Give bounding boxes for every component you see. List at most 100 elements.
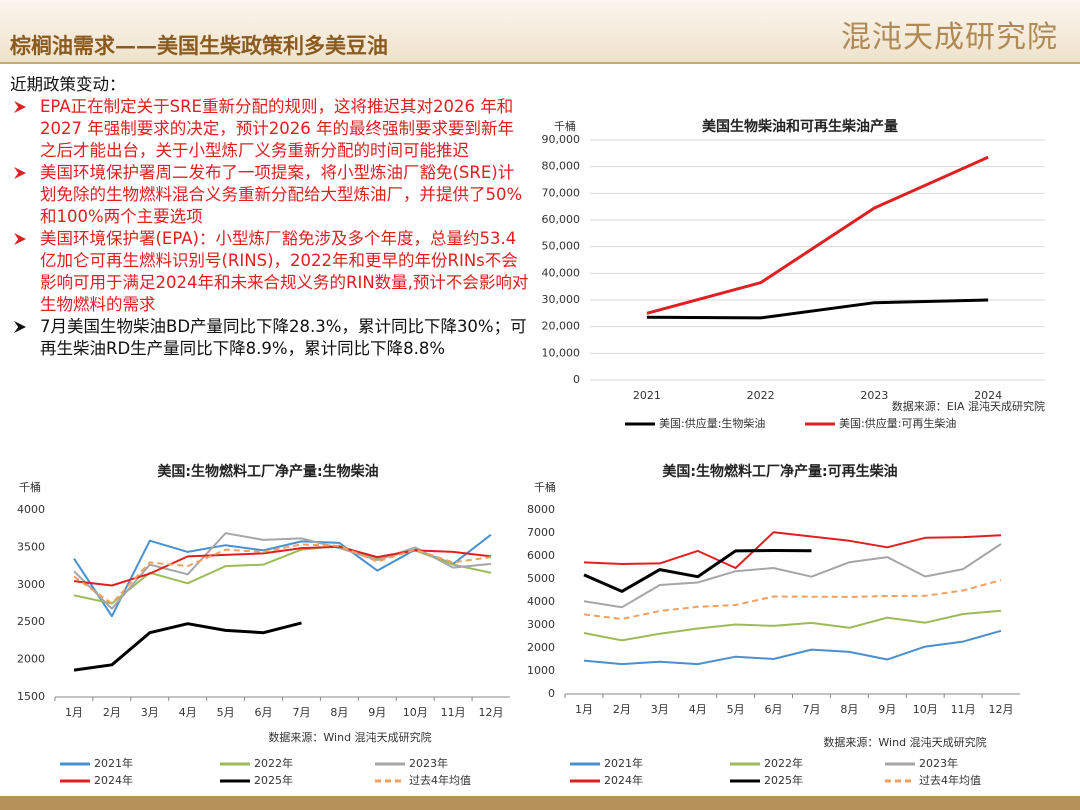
y-tick-label: 50,000 — [542, 240, 581, 253]
policy-text: 近期政策变动： EPA正在制定关于SRE重新分配的规则，这将推迟其对2026 年… — [10, 74, 530, 360]
legend-label: 2024年 — [604, 773, 643, 787]
y-tick-label: 3500 — [17, 540, 45, 553]
legend-label: 2023年 — [409, 756, 448, 770]
x-tick-label: 3月 — [651, 703, 669, 716]
y-tick-label: 70,000 — [542, 186, 581, 199]
series-line — [583, 629, 1002, 666]
x-tick-label: 2月 — [613, 703, 631, 716]
x-tick-label: 11月 — [441, 706, 466, 719]
bullet: 美国环境保护署周二发布了一项提案，将小型炼油厂豁免(SRE)计划免除的生物燃料混… — [10, 162, 530, 228]
x-tick-label: 8月 — [330, 706, 348, 719]
unit-label: 千桶 — [19, 480, 41, 494]
legend-label: 2021年 — [94, 756, 133, 770]
y-tick-label: 10,000 — [542, 346, 581, 359]
x-tick-label: 2月 — [103, 706, 121, 719]
y-tick-label: 60,000 — [542, 213, 581, 226]
y-tick-label: 0 — [573, 373, 580, 386]
x-tick-label: 5月 — [217, 706, 235, 719]
series-line — [646, 155, 989, 315]
y-tick-label: 0 — [548, 687, 555, 700]
series-line — [583, 531, 1002, 569]
chart-title: 美国:生物燃料工厂净产量:可再生柴油 — [662, 463, 897, 480]
bullet: 美国环境保护署(EPA)：小型炼厂豁免涉及多个年度，总量约53.4亿加仑可再生燃… — [10, 228, 530, 316]
policy-heading: 近期政策变动： — [10, 75, 126, 94]
series-line — [73, 621, 302, 672]
y-tick-label: 30,000 — [542, 293, 581, 306]
header: 棕榈油需求——美国生柴政策利多美豆油 混沌天成研究院 — [0, 0, 1080, 64]
legend-label: 过去4年均值 — [919, 773, 981, 787]
legend-label: 2025年 — [254, 773, 293, 787]
y-tick-label: 2000 — [17, 653, 45, 666]
legend-label: 2023年 — [919, 756, 958, 770]
legend-label: 过去4年均值 — [409, 773, 471, 787]
x-tick-label: 2022 — [747, 389, 775, 402]
y-tick-label: 8000 — [527, 503, 555, 516]
x-tick-label: 12月 — [479, 706, 504, 719]
legend-label: 2025年 — [764, 773, 803, 787]
legend-label: 2024年 — [94, 773, 133, 787]
chart-title: 美国:生物燃料工厂净产量:生物柴油 — [157, 463, 378, 480]
y-tick-label: 6000 — [527, 549, 555, 562]
bullet: EPA正在制定关于SRE重新分配的规则，这将推迟其对2026 年和 2027 年… — [10, 96, 530, 162]
x-tick-label: 7月 — [802, 703, 820, 716]
series-line — [73, 532, 492, 610]
y-tick-label: 90,000 — [542, 133, 581, 146]
y-tick-label: 1500 — [17, 690, 45, 703]
y-tick-label: 3000 — [527, 618, 555, 631]
source: 数据来源：EIA 混沌天成研究院 — [892, 399, 1045, 413]
x-tick-label: 6月 — [765, 703, 783, 716]
y-tick-label: 20,000 — [542, 320, 581, 333]
x-tick-label: 7月 — [292, 706, 310, 719]
x-tick-label: 2021 — [633, 389, 661, 402]
chart-title: 美国生物柴油和可再生柴油产量 — [702, 118, 898, 135]
y-tick-label: 40,000 — [542, 266, 581, 279]
legend-label: 美国:供应量:生物柴油 — [659, 416, 765, 430]
y-tick-label: 2500 — [17, 615, 45, 628]
x-tick-label: 5月 — [727, 703, 745, 716]
legend-label: 2021年 — [604, 756, 643, 770]
x-tick-label: 8月 — [840, 703, 858, 716]
series-line — [583, 609, 1002, 642]
source: 数据来源：Wind 混沌天成研究院 — [823, 735, 986, 749]
x-tick-label: 4月 — [689, 703, 707, 716]
x-tick-label: 1月 — [575, 703, 593, 716]
series-line — [73, 545, 492, 587]
source: 数据来源：Wind 混沌天成研究院 — [268, 730, 431, 744]
y-tick-label: 4000 — [527, 595, 555, 608]
header-title: 棕榈油需求——美国生柴政策利多美豆油 — [10, 33, 388, 58]
x-tick-label: 11月 — [951, 703, 976, 716]
legend-label: 2022年 — [254, 756, 293, 770]
x-tick-label: 9月 — [878, 703, 896, 716]
bullet: 7月美国生物柴油BD产量同比下降28.3%，累计同比下降30%；可再生柴油RD生… — [10, 316, 530, 360]
y-tick-label: 7000 — [527, 526, 555, 539]
x-tick-label: 12月 — [989, 703, 1014, 716]
y-tick-label: 5000 — [527, 572, 555, 585]
series-line — [646, 298, 989, 320]
series-line — [583, 579, 1002, 620]
y-tick-label: 2000 — [527, 641, 555, 654]
y-tick-label: 1000 — [527, 664, 555, 677]
x-tick-label: 2024 — [974, 389, 1002, 402]
x-tick-label: 1月 — [65, 706, 83, 719]
x-tick-label: 10月 — [403, 706, 428, 719]
unit-label: 千桶 — [554, 119, 576, 133]
legend-label: 2022年 — [764, 756, 803, 770]
y-tick-label: 80,000 — [542, 160, 581, 173]
x-tick-label: 3月 — [141, 706, 159, 719]
y-tick-label: 3000 — [17, 578, 45, 591]
x-tick-label: 9月 — [368, 706, 386, 719]
series-line — [583, 543, 1002, 609]
x-tick-label: 10月 — [913, 703, 938, 716]
series-line — [583, 549, 812, 593]
x-tick-label: 4月 — [179, 706, 197, 719]
unit-label: 千桶 — [534, 480, 556, 494]
legend-label: 美国:供应量:可再生柴油 — [839, 416, 956, 430]
footer-bar — [0, 796, 1080, 810]
series-line — [73, 543, 492, 605]
x-tick-label: 6月 — [255, 706, 273, 719]
y-tick-label: 4000 — [17, 503, 45, 516]
x-tick-label: 2023 — [860, 389, 888, 402]
logo: 混沌天成研究院 — [841, 20, 1058, 55]
